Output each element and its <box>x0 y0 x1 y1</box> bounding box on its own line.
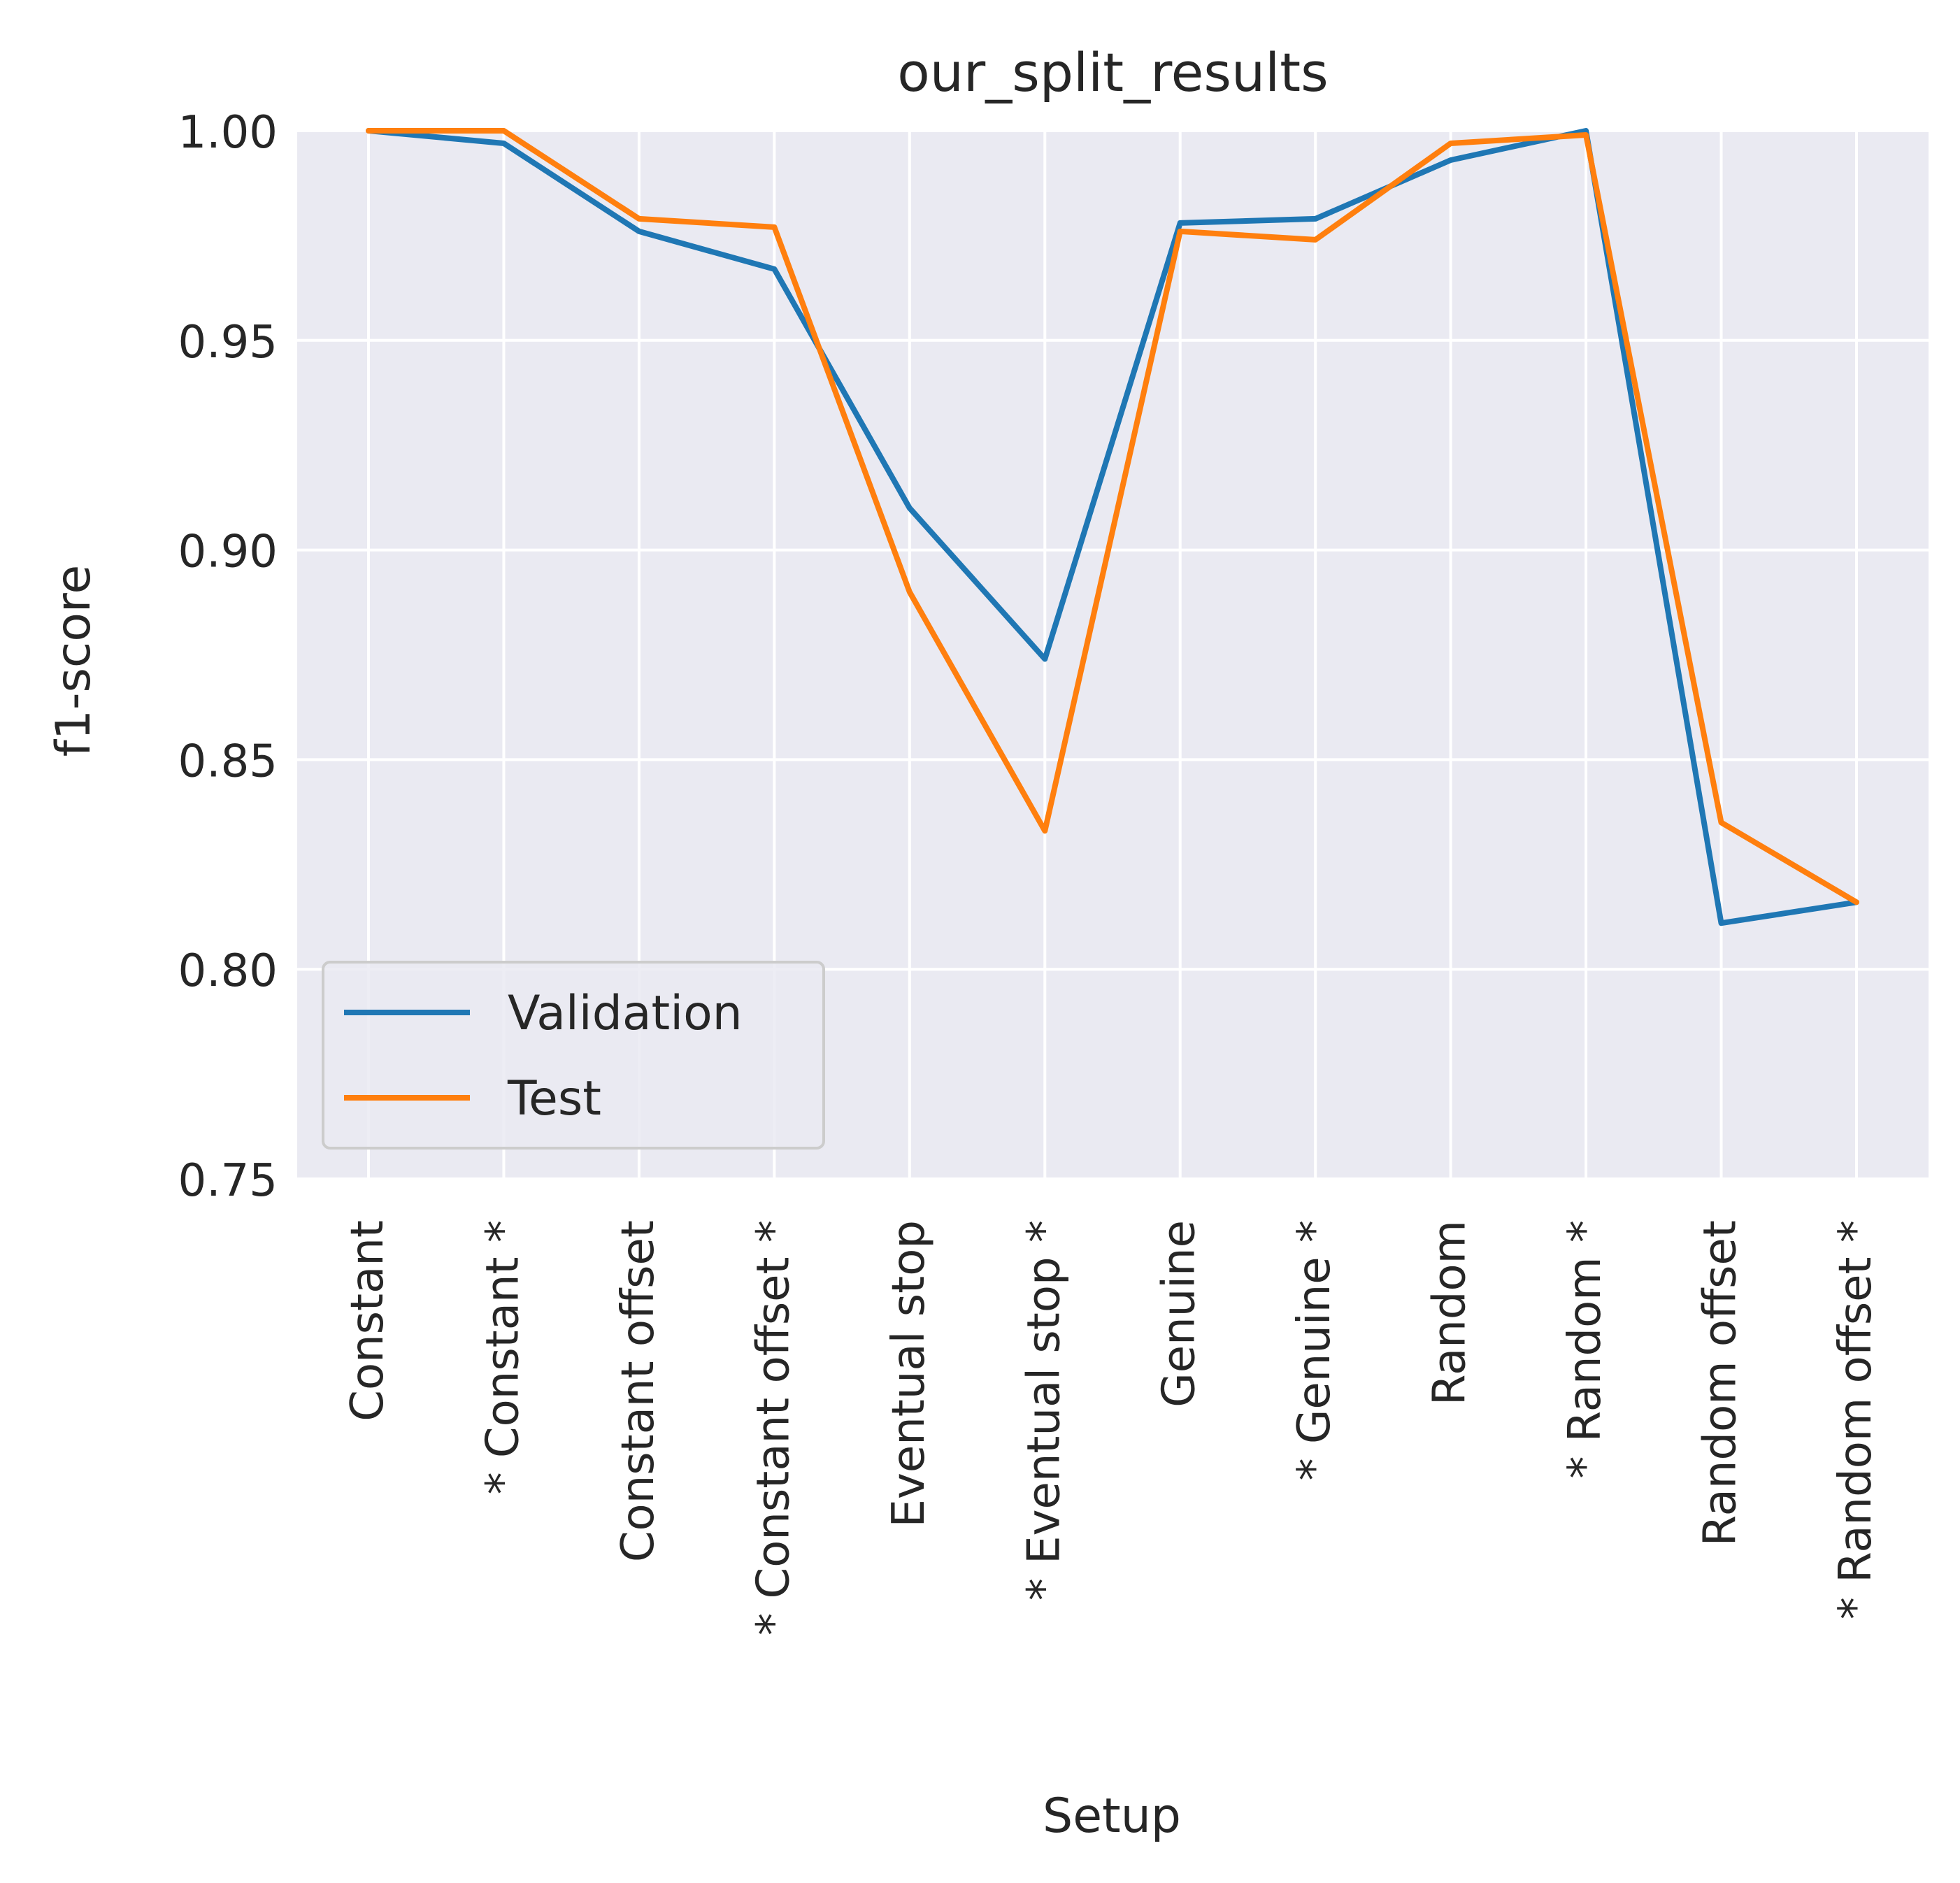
data-point-validation <box>1044 658 1046 660</box>
data-point-test <box>1179 230 1181 232</box>
data-point-validation <box>503 142 505 144</box>
x-tick-label: Constant <box>342 1220 394 1422</box>
data-point-validation <box>1450 159 1452 161</box>
x-tick-label: * Random offset * <box>1830 1220 1882 1619</box>
x-tick-label: Genuine <box>1154 1220 1206 1408</box>
data-point-test <box>1585 134 1587 136</box>
x-tick-labels: Constant * Constant * Constant offset * Con… <box>342 1220 1882 1635</box>
y-tick-label: 0.90 <box>178 527 278 578</box>
data-point-test <box>1315 238 1317 241</box>
data-point-test <box>1450 142 1452 144</box>
x-tick-label: Random offset <box>1695 1220 1747 1546</box>
x-tick-label: Random <box>1424 1220 1476 1405</box>
data-point-test <box>368 130 369 131</box>
legend-label-validation: Validation <box>508 986 743 1041</box>
x-tick-label: * Genuine * <box>1289 1220 1340 1481</box>
data-point-validation <box>638 230 640 232</box>
data-point-validation <box>1585 130 1587 131</box>
chart-title: our_split_results <box>897 41 1328 103</box>
x-tick-label: * Eventual stop * <box>1018 1220 1070 1601</box>
y-tick-label: 0.95 <box>178 317 278 368</box>
legend: Validation Test <box>322 961 825 1150</box>
x-tick-label: * Constant offset * <box>747 1220 799 1635</box>
series-lines <box>366 128 1859 926</box>
y-tick-label: 0.85 <box>178 736 278 787</box>
data-point-validation <box>1179 222 1181 224</box>
x-tick-label: * Constant * <box>477 1220 529 1494</box>
data-point-test <box>638 217 640 220</box>
y-tick-label: 0.80 <box>178 945 278 997</box>
x-tick-label: * Random * <box>1559 1220 1611 1479</box>
y-axis-label: f1-score <box>46 565 101 757</box>
y-tick-label: 0.75 <box>178 1155 278 1207</box>
y-tick-label: 1.00 <box>178 107 278 159</box>
series-line-test <box>366 128 1859 905</box>
data-point-validation <box>908 507 910 509</box>
data-point-validation <box>773 268 775 270</box>
data-point-validation <box>1315 217 1317 220</box>
data-point-test <box>1720 822 1722 824</box>
data-point-test <box>773 226 775 228</box>
legend-box <box>322 961 825 1150</box>
data-point-validation <box>1720 922 1722 924</box>
y-tick-labels: 0.75 0.80 0.85 0.90 0.95 1.00 <box>178 107 278 1207</box>
data-point-test <box>503 130 505 131</box>
x-axis-label: Setup <box>1043 1789 1181 1844</box>
x-tick-label: Constant offset <box>613 1220 664 1562</box>
data-point-test <box>1044 830 1046 832</box>
data-point-test <box>908 591 910 593</box>
data-point-test <box>1856 901 1857 903</box>
x-tick-label: Eventual stop <box>883 1220 935 1527</box>
legend-label-test: Test <box>507 1071 601 1126</box>
